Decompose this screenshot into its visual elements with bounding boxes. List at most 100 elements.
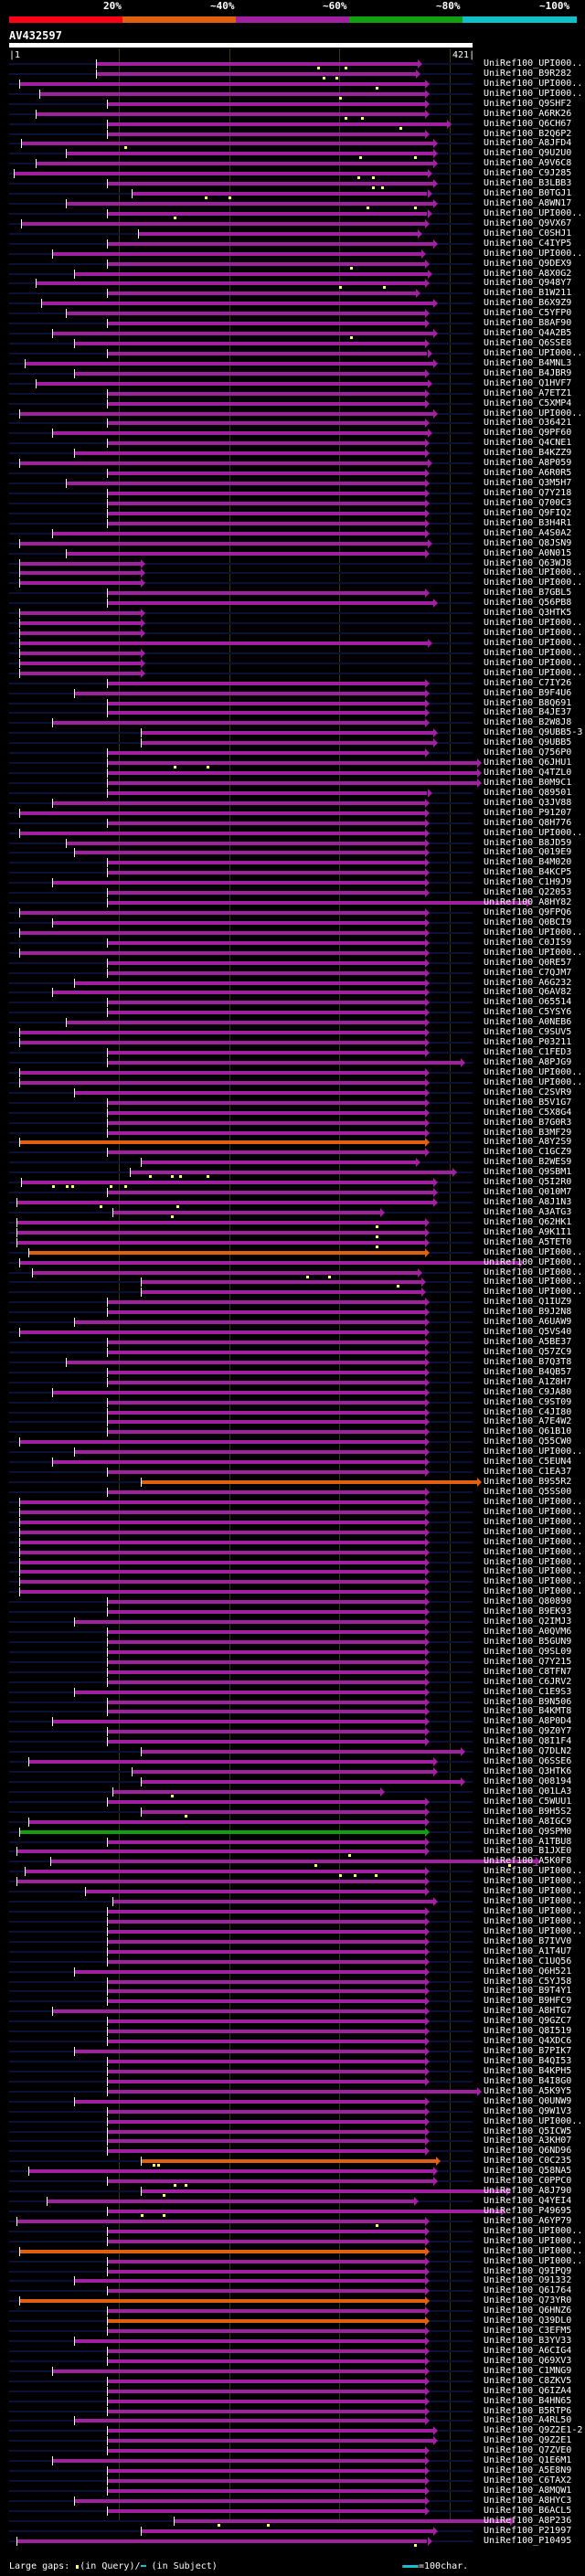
hit-bar[interactable] — [35, 281, 426, 286]
hit-bar[interactable] — [107, 2429, 433, 2433]
hit-label[interactable]: UniRef100_C7IY26 — [484, 677, 572, 688]
hit-bar[interactable] — [107, 891, 426, 896]
hit-label[interactable]: UniRef100_B9HFC9 — [484, 1996, 572, 2007]
hit-label[interactable]: UniRef100_A8Y2S9 — [484, 1137, 572, 1148]
hit-row[interactable]: UniRef100_UPI000.. — [0, 1876, 585, 1887]
hit-bar[interactable] — [107, 2359, 426, 2363]
hit-label[interactable]: UniRef100_Q0BCI9 — [484, 917, 572, 928]
hit-label[interactable]: UniRef100_Q5SS00 — [484, 1486, 572, 1497]
hit-bar[interactable] — [35, 162, 433, 166]
hit-row[interactable]: UniRef100_B2W8J8 — [0, 717, 585, 728]
hit-bar[interactable] — [107, 1061, 461, 1065]
hit-row[interactable]: UniRef100_B2WES9 — [0, 1157, 585, 1168]
hit-bar[interactable] — [18, 561, 141, 566]
hit-label[interactable]: UniRef100_O91332 — [484, 2275, 572, 2286]
hit-bar[interactable] — [107, 351, 428, 355]
hit-label[interactable]: UniRef100_Q4XDC6 — [484, 2036, 572, 2047]
hit-bar[interactable] — [107, 1799, 426, 1804]
hit-bar[interactable] — [96, 62, 418, 66]
hit-row[interactable]: UniRef100_Q9Z2E1 — [0, 2435, 585, 2446]
hit-row[interactable]: UniRef100_Q5I2R0 — [0, 1177, 585, 1189]
hit-label[interactable]: UniRef100_B8AF90 — [484, 318, 572, 329]
hit-row[interactable]: UniRef100_A8Y2S9 — [0, 1137, 585, 1148]
hit-label[interactable]: UniRef100_A9K1I1 — [484, 1226, 572, 1237]
hit-label[interactable]: UniRef100_Q7DLN2 — [484, 1746, 572, 1757]
hit-bar[interactable] — [107, 1489, 426, 1494]
hit-row[interactable]: UniRef100_UPI000.. — [0, 618, 585, 629]
hit-row[interactable]: UniRef100_Q756P0 — [0, 747, 585, 758]
hit-bar[interactable] — [52, 721, 426, 726]
hit-row[interactable]: UniRef100_A8HY82 — [0, 897, 585, 908]
hit-row[interactable]: UniRef100_UPI000.. — [0, 2116, 585, 2127]
hit-label[interactable]: UniRef100_C1MNG9 — [484, 2365, 572, 2376]
hit-label[interactable]: UniRef100_B2WES9 — [484, 1157, 572, 1168]
hit-label[interactable]: UniRef100_UPI000.. — [484, 207, 583, 218]
hit-bar[interactable] — [107, 2488, 426, 2493]
hit-label[interactable]: UniRef100_Q62HK1 — [484, 1216, 572, 1227]
hit-bar[interactable] — [21, 142, 433, 146]
hit-row[interactable]: UniRef100_C8ZKV5 — [0, 2376, 585, 2387]
hit-bar[interactable] — [107, 1400, 426, 1405]
hit-row[interactable]: UniRef100_B0TGJ1 — [0, 188, 585, 200]
hit-label[interactable]: UniRef100_Q6CH67 — [484, 118, 572, 129]
hit-row[interactable]: UniRef100_Q58NA5 — [0, 2166, 585, 2177]
hit-row[interactable]: UniRef100_Q3M5H7 — [0, 478, 585, 489]
hit-bar[interactable] — [107, 1939, 426, 1944]
hit-row[interactable]: UniRef100_UPI000.. — [0, 1906, 585, 1917]
hit-row[interactable]: UniRef100_C4IYP5 — [0, 239, 585, 249]
hit-label[interactable]: UniRef100_UPI000.. — [484, 1866, 583, 1877]
hit-row[interactable]: UniRef100_UPI000.. — [0, 578, 585, 588]
hit-label[interactable]: UniRef100_Q0UNW9 — [484, 2095, 572, 2106]
hit-row[interactable]: UniRef100_Q9Z2E1-2 — [0, 2425, 585, 2436]
hit-row[interactable]: UniRef100_B6X9Z9 — [0, 298, 585, 309]
hit-bar[interactable] — [65, 551, 426, 556]
hit-label[interactable]: UniRef100_C9ST09 — [484, 1396, 572, 1407]
hit-row[interactable]: UniRef100_C0PPC0 — [0, 2176, 585, 2188]
hit-row[interactable]: UniRef100_Q3HTK5 — [0, 608, 585, 619]
hit-label[interactable]: UniRef100_C0C235 — [484, 2156, 572, 2167]
hit-bar[interactable] — [16, 1220, 426, 1224]
hit-label[interactable]: UniRef100_UPI000.. — [484, 248, 583, 259]
hit-row[interactable]: UniRef100_C6TAX2 — [0, 2475, 585, 2486]
hit-row[interactable]: UniRef100_Q019E9 — [0, 847, 585, 858]
hit-row[interactable]: UniRef100_P03211 — [0, 1037, 585, 1048]
hit-row[interactable]: UniRef100_B0M9C1 — [0, 778, 585, 789]
hit-label[interactable]: UniRef100_B7Q3T8 — [484, 1356, 572, 1367]
hit-row[interactable]: UniRef100_C3EFM5 — [0, 2326, 585, 2337]
hit-bar[interactable] — [16, 2539, 428, 2543]
hit-row[interactable]: UniRef100_B8JD59 — [0, 838, 585, 849]
hit-bar[interactable] — [52, 1460, 426, 1465]
hit-bar[interactable] — [18, 930, 426, 935]
hit-label[interactable]: UniRef100_B4QB57 — [484, 1366, 572, 1377]
hit-row[interactable]: UniRef100_A6RK26 — [0, 109, 585, 120]
hit-row[interactable]: UniRef100_C5YJ58 — [0, 1977, 585, 1988]
hit-bar[interactable] — [18, 1031, 426, 1035]
hit-row[interactable]: UniRef100_A1TBU8 — [0, 1837, 585, 1848]
hit-bar[interactable] — [107, 1310, 426, 1315]
hit-label[interactable]: UniRef100_Q1IUZ9 — [484, 1297, 572, 1308]
hit-label[interactable]: UniRef100_Q5I2R0 — [484, 1177, 572, 1188]
hit-bar[interactable] — [107, 491, 426, 495]
hit-label[interactable]: UniRef100_B9F4U6 — [484, 687, 572, 698]
hit-row[interactable]: UniRef100_B4QI53 — [0, 2056, 585, 2067]
hit-bar[interactable] — [107, 2069, 426, 2073]
hit-row[interactable]: UniRef100_A6G232 — [0, 978, 585, 989]
hit-row[interactable]: UniRef100_Q6SSE8 — [0, 338, 585, 349]
hit-bar[interactable] — [18, 1080, 426, 1085]
hit-label[interactable]: UniRef100_C0PPC0 — [484, 2176, 572, 2187]
hit-row[interactable]: UniRef100_UPI000.. — [0, 1576, 585, 1587]
hit-row[interactable]: UniRef100_B3H4R1 — [0, 518, 585, 529]
hit-row[interactable]: UniRef100_UPI000.. — [0, 948, 585, 959]
hit-row[interactable]: UniRef100_B5RTP6 — [0, 2406, 585, 2417]
hit-row[interactable]: UniRef100_Q0UNW9 — [0, 2095, 585, 2107]
hit-label[interactable]: UniRef100_A0NEB6 — [484, 1017, 572, 1028]
hit-label[interactable]: UniRef100_B9N506 — [484, 1696, 572, 1707]
hit-row[interactable]: UniRef100_C2SVR9 — [0, 1087, 585, 1098]
hit-label[interactable]: UniRef100_UPI000.. — [484, 1526, 583, 1537]
hit-bar[interactable] — [74, 2498, 426, 2503]
hit-row[interactable]: UniRef100_Q700C3 — [0, 498, 585, 509]
hit-bar[interactable] — [18, 1520, 426, 1524]
hit-bar[interactable] — [52, 2009, 426, 2014]
hit-label[interactable]: UniRef100_Q63WJ8 — [484, 557, 572, 568]
hit-row[interactable]: UniRef100_UPI000.. — [0, 1566, 585, 1577]
